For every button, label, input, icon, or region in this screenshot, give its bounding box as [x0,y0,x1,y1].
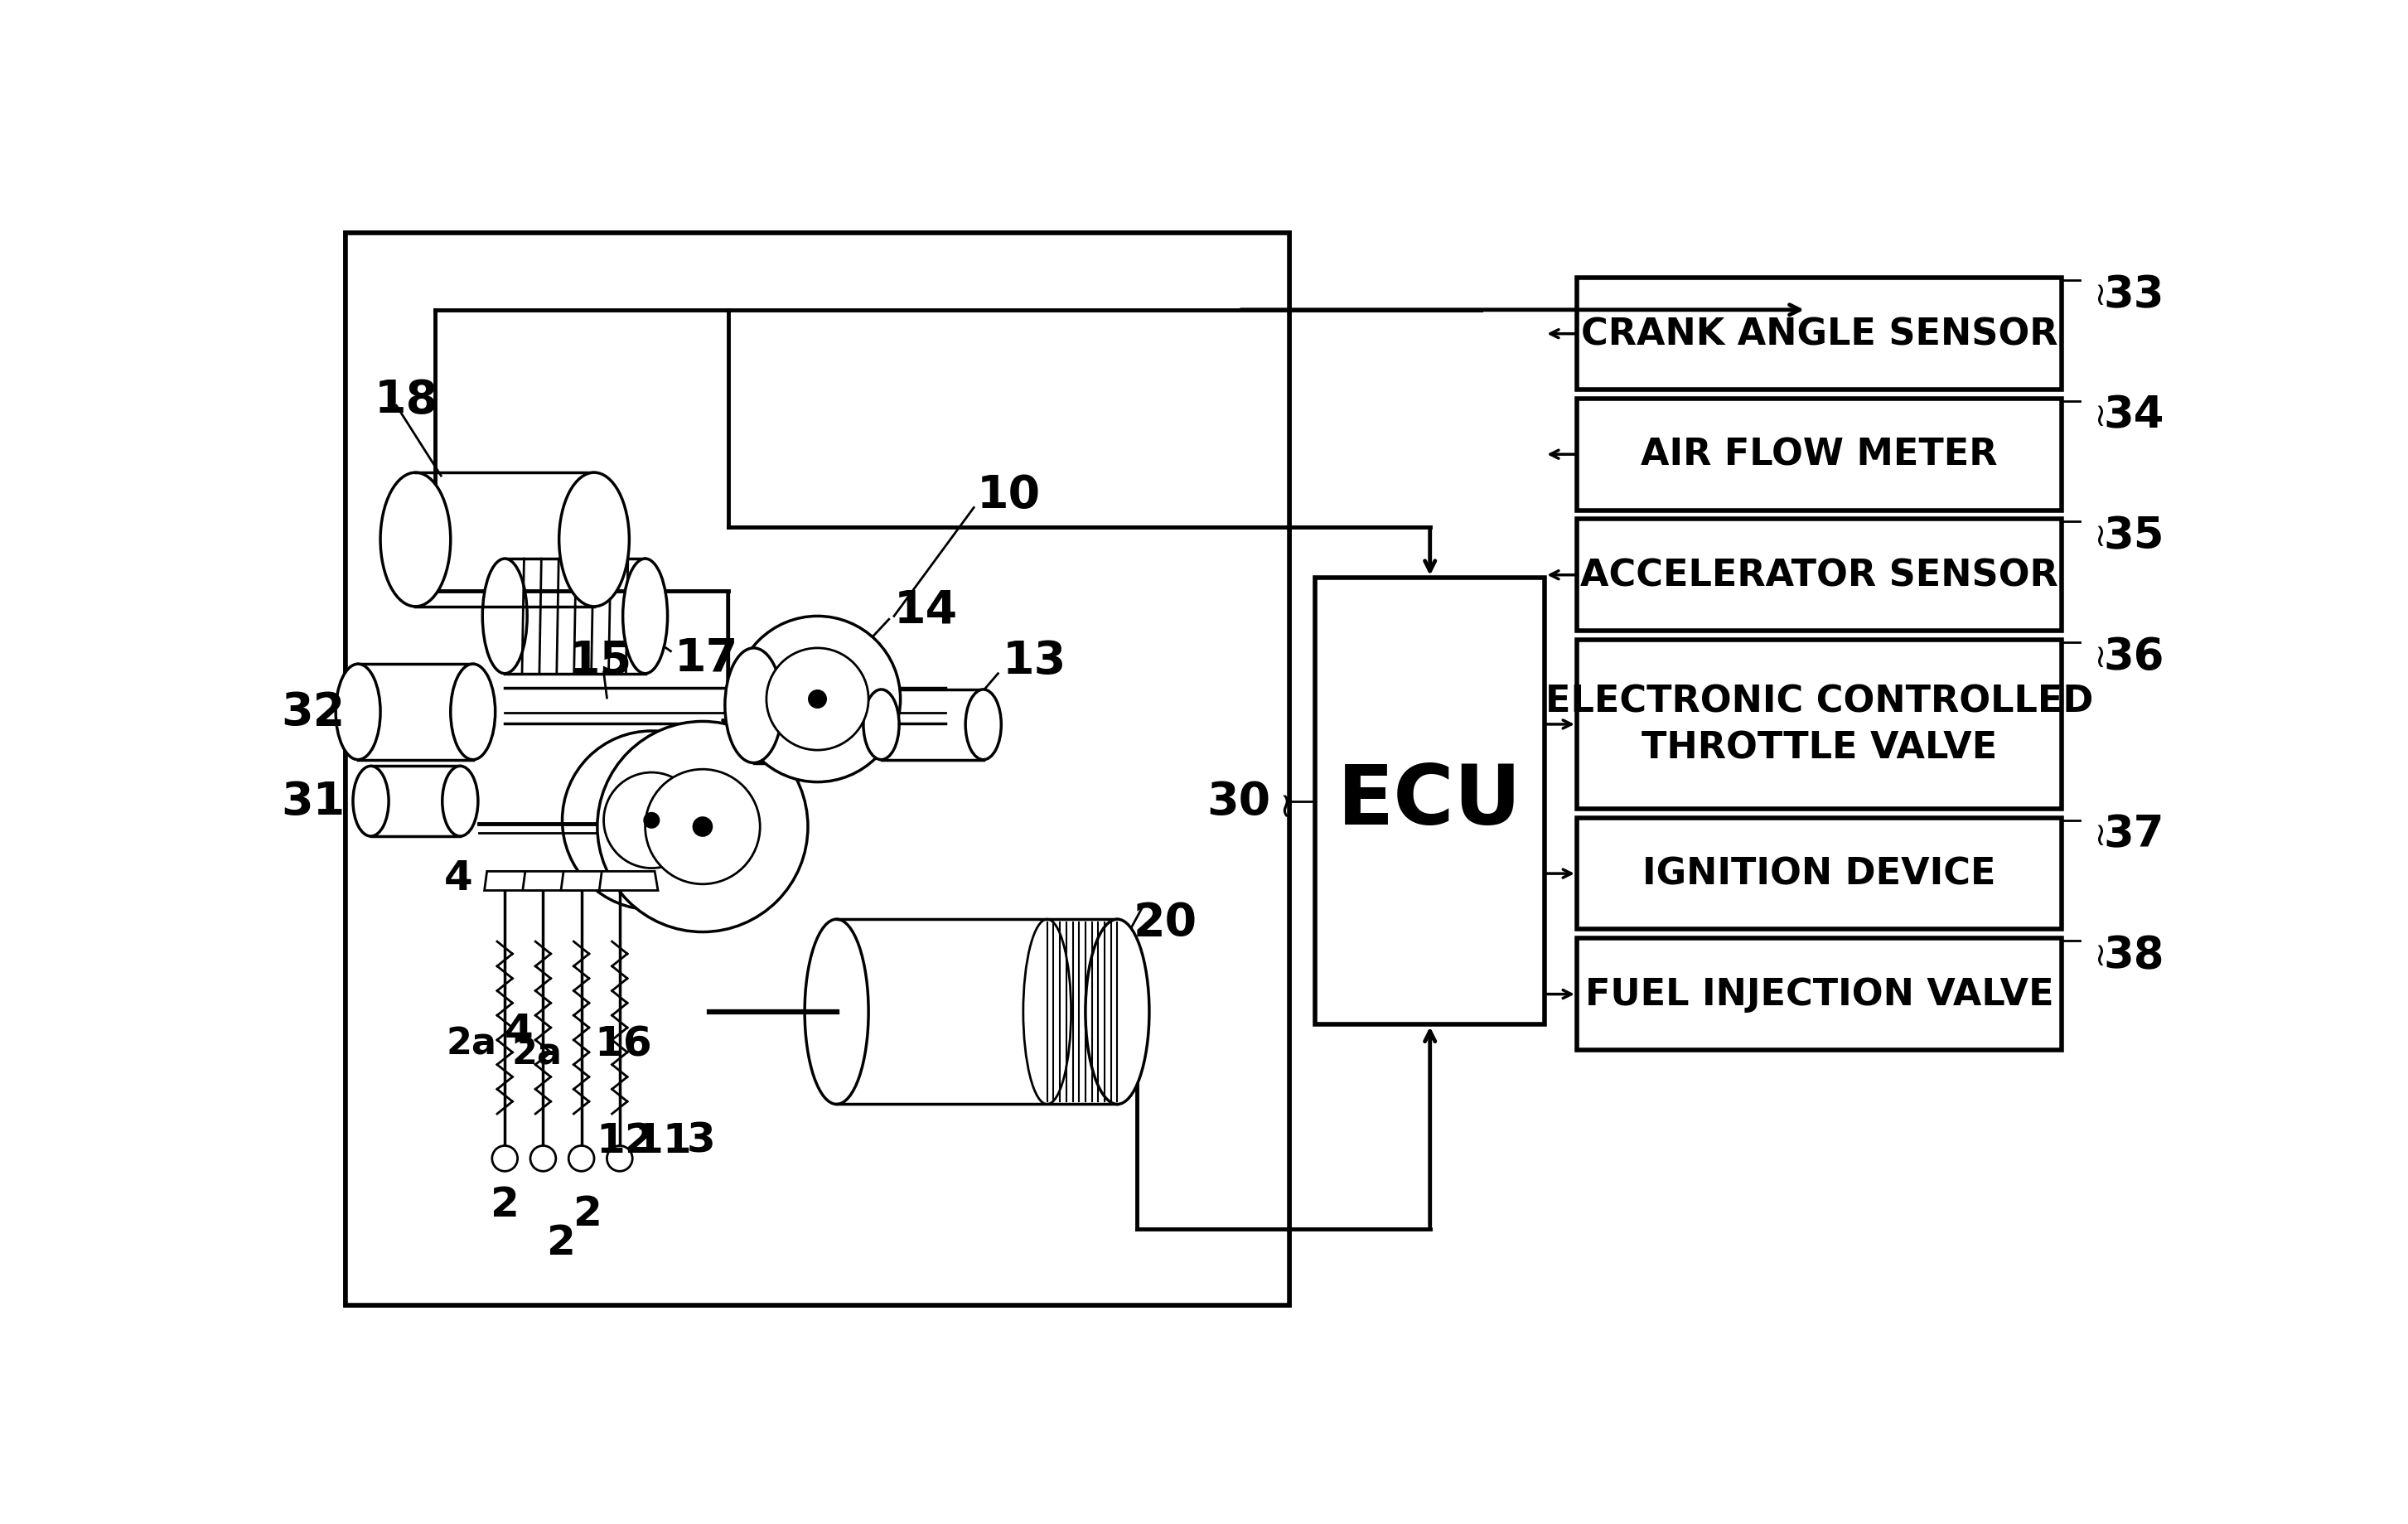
Text: 18: 18 [373,378,438,422]
Text: 2a: 2a [510,1036,561,1071]
Text: 13: 13 [1002,639,1067,684]
Text: 2: 2 [547,1222,576,1262]
Text: ELECTRONIC CONTROLLED
THROTTLE VALVE: ELECTRONIC CONTROLLED THROTTLE VALVE [1546,683,2093,767]
Ellipse shape [380,472,450,607]
Text: IGNITION DEVICE: IGNITION DEVICE [1642,856,1996,892]
Text: 38: 38 [2105,934,2165,977]
Text: 4: 4 [506,1012,535,1052]
Bar [1315,578,1546,1024]
Circle shape [694,817,713,837]
Text: ACCELERATOR SENSOR: ACCELERATOR SENSOR [1580,558,2059,593]
Text: 3: 3 [686,1120,715,1160]
Text: ~: ~ [1267,786,1303,815]
Circle shape [645,770,761,884]
Circle shape [604,773,698,869]
Bar [1577,939,2061,1050]
Text: CRANK ANGLE SENSOR: CRANK ANGLE SENSOR [1580,317,2056,352]
Polygon shape [561,872,619,892]
Text: 2a: 2a [445,1026,496,1062]
Circle shape [561,732,742,910]
Circle shape [597,722,809,933]
Text: 37: 37 [2105,812,2165,856]
Text: 4: 4 [443,858,472,898]
Polygon shape [484,872,544,892]
Text: ~: ~ [2083,277,2114,305]
Ellipse shape [354,767,388,837]
Text: ECU: ECU [1339,762,1522,841]
Ellipse shape [1086,919,1149,1105]
Bar [496,881,513,890]
Ellipse shape [335,664,380,760]
Circle shape [734,617,901,782]
Bar [1577,279,2061,390]
Circle shape [766,648,869,750]
Text: 34: 34 [2105,395,2165,437]
Ellipse shape [482,559,527,674]
Text: 20: 20 [1134,901,1197,945]
Bar [1577,640,2061,809]
Text: 17: 17 [674,636,737,680]
Text: FUEL INJECTION VALVE: FUEL INJECTION VALVE [1584,977,2054,1012]
Text: 35: 35 [2105,515,2165,558]
Text: 15: 15 [568,639,633,684]
Text: 32: 32 [282,690,344,735]
Text: 16: 16 [595,1024,653,1064]
Circle shape [568,1146,595,1172]
Text: 12: 12 [595,1120,653,1160]
Ellipse shape [450,664,496,760]
Circle shape [530,1146,556,1172]
Text: 33: 33 [2105,273,2165,317]
Ellipse shape [966,690,1002,760]
Text: 10: 10 [978,472,1040,518]
Ellipse shape [864,690,898,760]
Text: ~: ~ [2083,398,2114,425]
Bar [1577,818,2061,930]
Text: 31: 31 [282,779,344,824]
Text: AIR FLOW METER: AIR FLOW METER [1640,437,1999,472]
Text: 14: 14 [893,588,958,632]
Circle shape [809,690,826,709]
Circle shape [643,812,660,829]
Polygon shape [600,872,657,892]
Bar [344,233,1291,1306]
Text: 11: 11 [633,1120,691,1160]
Ellipse shape [559,472,628,607]
Ellipse shape [775,648,833,764]
Bar [1577,399,2061,511]
Text: 30: 30 [1206,779,1271,824]
Bar [573,881,590,890]
Bar [535,881,551,890]
Ellipse shape [624,559,667,674]
Text: ~: ~ [2083,937,2114,965]
Ellipse shape [804,919,869,1105]
Text: 2: 2 [573,1193,602,1233]
Bar [344,233,1291,1306]
Circle shape [607,1146,633,1172]
Circle shape [491,1146,518,1172]
Text: 2: 2 [491,1184,520,1224]
Ellipse shape [725,648,783,764]
Bar [1577,520,2061,631]
Text: ~: ~ [2083,639,2114,666]
Text: ~: ~ [2083,518,2114,546]
Text: 36: 36 [2105,636,2165,678]
Ellipse shape [443,767,479,837]
Bar [612,881,628,890]
Text: ~: ~ [2083,817,2114,844]
Polygon shape [523,872,580,892]
